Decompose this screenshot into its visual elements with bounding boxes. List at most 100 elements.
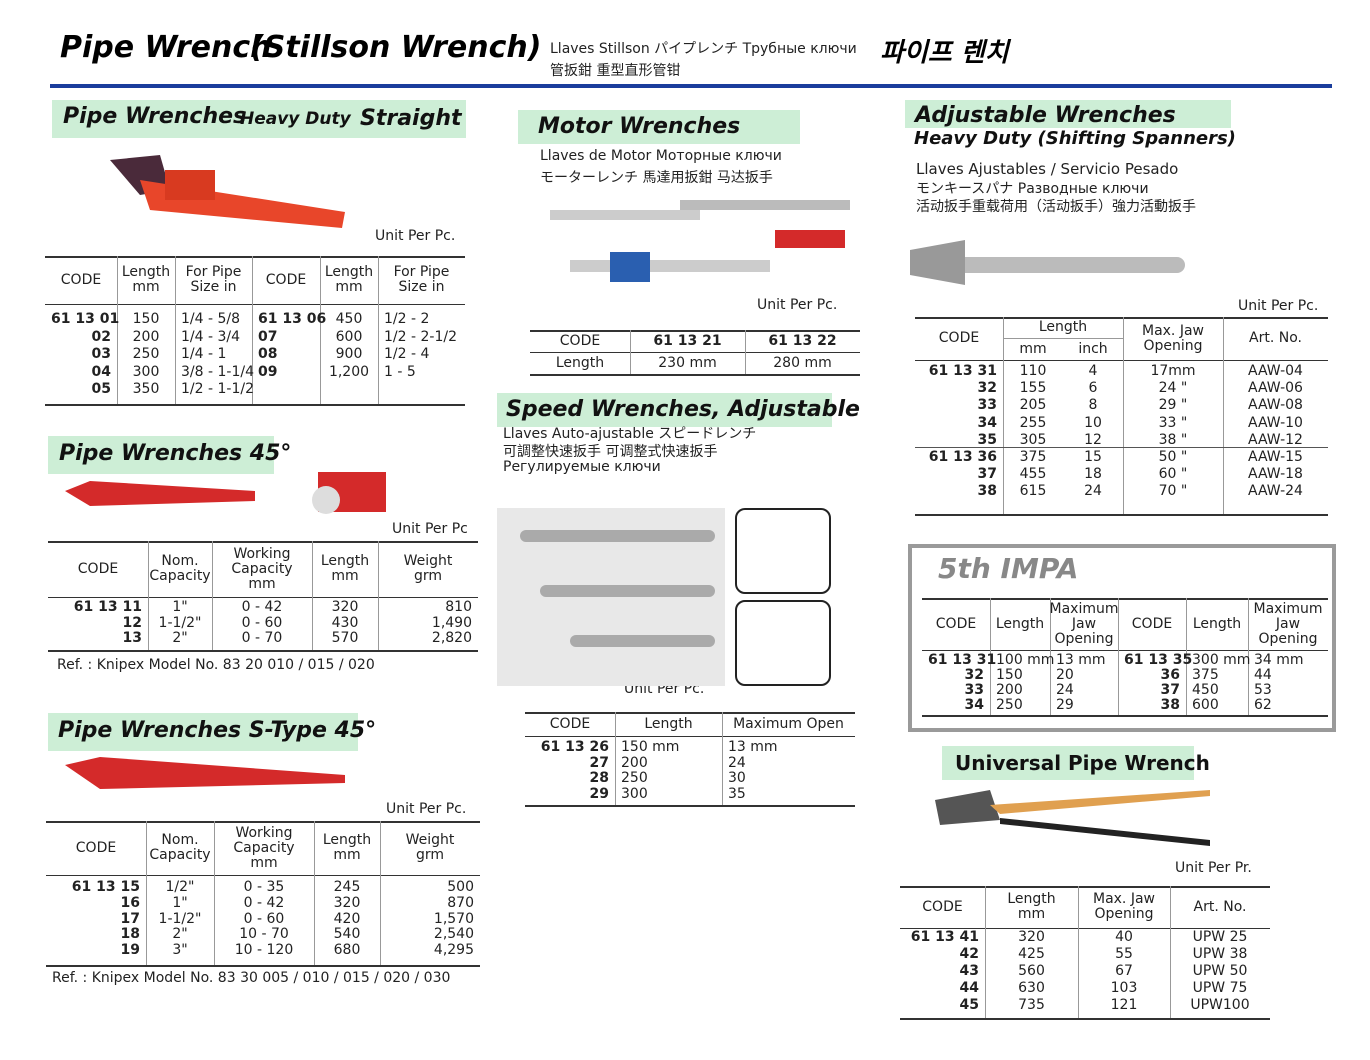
table-rule xyxy=(530,374,860,376)
table-cell: 4,295 xyxy=(433,942,474,959)
column-header: Maximum Jaw Opening xyxy=(1049,600,1119,647)
header-rule xyxy=(50,84,1332,88)
table-cell: 15 xyxy=(1084,449,1102,465)
table-cell: 205 xyxy=(1019,397,1047,414)
section-title: Adjustable Wrenches xyxy=(915,103,1176,128)
item-code: 02 xyxy=(91,328,111,345)
table-rule xyxy=(146,821,147,965)
table-cell: 1" xyxy=(172,894,188,911)
item-code: 42 xyxy=(959,946,979,962)
column-header: CODE xyxy=(1131,615,1173,632)
column-header: Weight grm xyxy=(405,832,455,863)
table-rule xyxy=(148,541,149,650)
section-band xyxy=(48,713,358,751)
table-cell: 24 xyxy=(1056,682,1074,698)
table-rule xyxy=(48,650,478,652)
item-code: 08 xyxy=(258,346,278,362)
table-cell: 29 xyxy=(1056,697,1074,713)
table-cell: 280 mm xyxy=(773,355,832,371)
table-cell: 10 - 120 xyxy=(234,942,294,959)
table-rule xyxy=(900,1018,1270,1020)
table-cell: 810 xyxy=(445,599,472,615)
table-cell: 10 - 70 xyxy=(239,926,289,943)
section-title: Speed Wrenches, Adjustable xyxy=(506,397,860,422)
item-code: 29 xyxy=(589,785,609,802)
item-code: 61 13 35 xyxy=(1124,652,1193,668)
table-cell: 13 mm xyxy=(728,739,778,755)
table-cell: 735 xyxy=(1018,997,1045,1013)
table-cell: 1/2 - 4 xyxy=(384,346,430,362)
table-cell: 2" xyxy=(172,630,188,647)
table-cell: 0 - 42 xyxy=(241,599,283,615)
wrench-image xyxy=(65,757,345,789)
table-cell: 200 xyxy=(996,682,1023,698)
table-rule xyxy=(525,805,855,807)
table-cell: 230 mm xyxy=(658,355,717,371)
table-cell: UPW 50 xyxy=(1192,963,1248,979)
table-cell: 0 - 60 xyxy=(241,614,283,631)
table-cell: 1 - 5 xyxy=(384,363,416,380)
table-rule xyxy=(722,712,723,805)
column-header: CODE xyxy=(60,271,102,288)
column-header: For Pipe Size in xyxy=(393,264,450,295)
table-cell: 35 xyxy=(728,785,746,802)
language-line: 可調整快速扳手 可调整式快速扳手 xyxy=(503,444,718,460)
table-rule xyxy=(900,928,1270,930)
item-code: 33 xyxy=(977,397,997,414)
table-cell: 350 xyxy=(132,381,160,397)
item-code: 12 xyxy=(122,614,142,631)
table-cell: 0 - 70 xyxy=(241,630,283,647)
column-header: inch xyxy=(1078,340,1108,357)
language-line: 活动扳手重载荷用（活动扳手）強力活動扳手 xyxy=(916,199,1196,215)
column-header: Length mm xyxy=(320,553,370,584)
table-cell: 12 xyxy=(1084,431,1102,448)
item-code: 37 xyxy=(977,466,997,483)
table-rule xyxy=(530,352,860,353)
item-code: 61 13 15 xyxy=(71,879,140,895)
table-cell: AAW-08 xyxy=(1248,397,1303,414)
diagram-panel xyxy=(735,508,831,594)
table-cell: 150 xyxy=(996,667,1023,683)
table-rule xyxy=(745,330,746,374)
table-cell: AAW-04 xyxy=(1248,363,1303,379)
language-line: Llaves Ajustables / Servicio Pesado xyxy=(916,160,1179,178)
section-subtitle: Heavy Duty (Shifting Spanners) xyxy=(914,128,1236,149)
table-cell: 30 xyxy=(728,770,746,786)
table-cell: 34 mm xyxy=(1254,652,1304,668)
table-rule xyxy=(915,514,1328,516)
table-rule xyxy=(312,541,313,650)
table-cell: 250 xyxy=(132,346,160,362)
column-header: CODE xyxy=(75,839,117,856)
column-header: CODE xyxy=(77,560,119,577)
column-header: CODE xyxy=(935,615,977,632)
table-cell: 53 xyxy=(1254,682,1272,698)
item-code: 36 xyxy=(1160,667,1180,683)
wrench-image xyxy=(550,200,850,282)
table-cell: 24 xyxy=(1084,483,1102,500)
table-cell: 33 " xyxy=(1158,414,1188,431)
table-cell: 67 xyxy=(1115,963,1133,979)
table-cell: 375 xyxy=(1019,449,1047,465)
table-cell: 455 xyxy=(1019,466,1047,483)
table-cell: 100 mm xyxy=(996,652,1055,668)
table-rule xyxy=(525,736,855,738)
table-cell: 630 xyxy=(1018,980,1045,996)
wrench-image xyxy=(65,481,255,506)
item-code: 13 xyxy=(122,630,142,647)
item-code: 37 xyxy=(1160,682,1180,698)
section-title: Pipe Wrenches xyxy=(63,104,247,129)
wrench-image xyxy=(520,530,715,647)
wrench-image xyxy=(312,472,386,514)
column-header: Length mm xyxy=(324,264,374,295)
table-rule xyxy=(1050,598,1051,715)
column-header: Length mm xyxy=(1007,891,1056,922)
table-rule xyxy=(46,965,480,967)
table-cell: 250 xyxy=(996,697,1023,713)
table-cell: 24 " xyxy=(1158,380,1188,397)
table-rule xyxy=(530,330,860,332)
item-code: 07 xyxy=(258,328,278,345)
language-line: モーターレンチ 馬達用扳鉗 马达扳手 xyxy=(540,170,773,186)
table-cell: 560 xyxy=(1018,963,1045,979)
table-cell: 1/2" xyxy=(165,879,195,895)
table-rule xyxy=(915,360,1328,362)
